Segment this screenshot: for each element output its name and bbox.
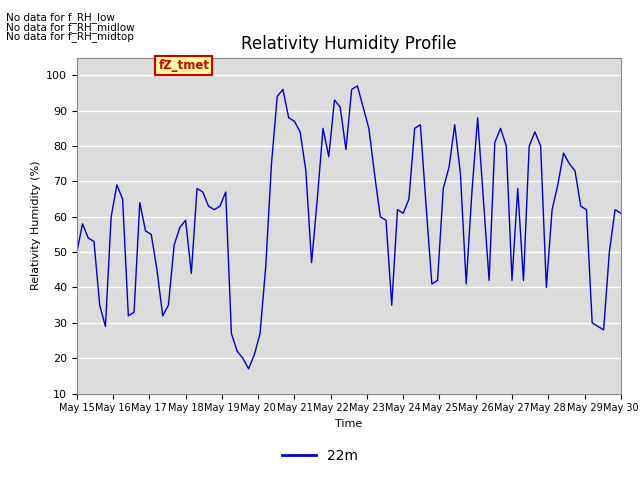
- Legend: 22m: 22m: [276, 443, 364, 468]
- Text: No data for f_RH_midtop: No data for f_RH_midtop: [6, 31, 134, 42]
- Text: fZ_tmet: fZ_tmet: [158, 60, 209, 72]
- Title: Relativity Humidity Profile: Relativity Humidity Profile: [241, 35, 456, 53]
- Text: No data for f_RH_midlow: No data for f_RH_midlow: [6, 22, 135, 33]
- X-axis label: Time: Time: [335, 419, 362, 429]
- Text: No data for f_RH_low: No data for f_RH_low: [6, 12, 115, 23]
- Y-axis label: Relativity Humidity (%): Relativity Humidity (%): [31, 161, 40, 290]
